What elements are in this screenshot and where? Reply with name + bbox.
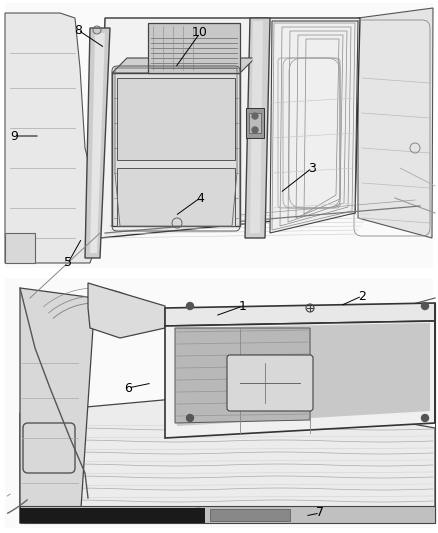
Polygon shape: [117, 168, 235, 226]
Circle shape: [421, 415, 428, 422]
Polygon shape: [175, 328, 310, 423]
Polygon shape: [165, 303, 435, 326]
Polygon shape: [358, 8, 433, 238]
Polygon shape: [90, 33, 105, 253]
Polygon shape: [5, 233, 35, 263]
Bar: [249, 113, 261, 133]
Text: 8: 8: [74, 23, 82, 36]
Polygon shape: [177, 323, 430, 426]
Polygon shape: [250, 21, 263, 233]
Polygon shape: [85, 28, 110, 258]
Polygon shape: [245, 18, 270, 238]
Polygon shape: [117, 78, 235, 160]
Circle shape: [252, 127, 258, 133]
Bar: [246, 108, 264, 138]
Circle shape: [187, 415, 194, 422]
Bar: [20, 508, 205, 523]
Text: 7: 7: [316, 506, 324, 520]
Polygon shape: [112, 73, 240, 226]
Polygon shape: [20, 393, 435, 523]
FancyBboxPatch shape: [227, 355, 313, 411]
Polygon shape: [20, 288, 95, 523]
Circle shape: [252, 113, 258, 119]
Text: 5: 5: [64, 256, 72, 270]
Bar: [5, 3, 433, 268]
Bar: [210, 509, 290, 521]
Polygon shape: [100, 18, 360, 238]
Text: 10: 10: [192, 27, 208, 39]
Text: 2: 2: [358, 289, 366, 303]
Text: 6: 6: [124, 382, 132, 394]
Polygon shape: [165, 321, 435, 438]
Polygon shape: [20, 506, 435, 523]
Text: 9: 9: [10, 130, 18, 142]
Circle shape: [187, 303, 194, 310]
Text: 4: 4: [196, 191, 204, 205]
Polygon shape: [112, 58, 255, 73]
Text: 3: 3: [308, 161, 316, 174]
Polygon shape: [270, 21, 358, 233]
Circle shape: [421, 303, 428, 310]
Polygon shape: [88, 283, 165, 338]
Bar: [148, 23, 240, 73]
Bar: [5, 278, 433, 528]
Text: 1: 1: [239, 300, 247, 312]
Polygon shape: [5, 13, 100, 263]
